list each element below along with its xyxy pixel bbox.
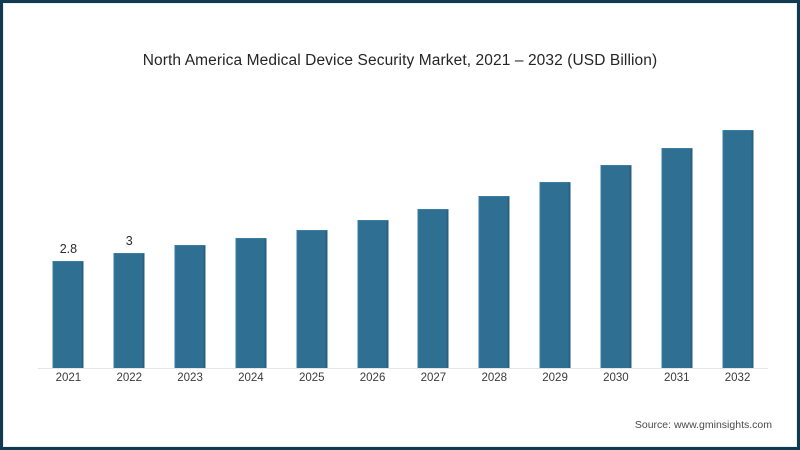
bar-value-label-2022: 3 (125, 234, 133, 248)
bar-edge-shade (629, 165, 632, 368)
bar-edge-shade (325, 231, 328, 368)
bar-2026[interactable] (357, 220, 389, 368)
bar-slot (160, 92, 221, 368)
bar-slot (586, 92, 647, 368)
x-tick-2032: 2032 (724, 372, 751, 384)
bars-layer: 2.8 3 (38, 92, 768, 368)
bar-slot (281, 92, 342, 368)
x-axis-line (38, 368, 768, 369)
bar-edge-shade (386, 221, 389, 368)
bar-edge-shade (446, 209, 449, 368)
x-tick-2024: 2024 (238, 372, 264, 384)
x-tick-2021: 2021 (55, 372, 82, 384)
bar-edge-shade (264, 238, 267, 368)
x-tick-2022: 2022 (116, 372, 143, 384)
bar-2027[interactable] (417, 208, 449, 368)
bar-2031[interactable] (661, 147, 693, 368)
x-tick-2023: 2023 (177, 372, 203, 384)
x-axis-tick-labels: 2021 2022 2023 2024 2025 2026 2027 2028 2029 2030… (38, 372, 768, 396)
bar-slot (464, 92, 525, 368)
bar-slot (342, 92, 403, 368)
bar-2021[interactable] (52, 260, 84, 368)
bar-slot (403, 92, 464, 368)
x-tick-2031: 2031 (663, 372, 690, 384)
chart-title: North America Medical Device Security Ma… (142, 52, 658, 69)
bar-slot (646, 92, 707, 368)
x-tick-2030: 2030 (603, 372, 629, 384)
bar-2023[interactable] (174, 245, 206, 368)
bar-value-label-2021: 2.8 (59, 241, 78, 256)
bar-2024[interactable] (235, 237, 267, 368)
x-tick-2027: 2027 (420, 372, 447, 384)
bar-slot: 2.8 (38, 92, 99, 368)
bar-edge-shade (751, 131, 754, 368)
bar-2025[interactable] (296, 230, 328, 368)
bar-edge-shade (203, 246, 206, 368)
bar-slot (221, 92, 282, 368)
bar-edge-shade (507, 196, 510, 368)
x-tick-2025: 2025 (298, 372, 325, 384)
x-tick-2029: 2029 (542, 372, 568, 384)
bar-edge-shade (568, 183, 571, 368)
x-tick-2028: 2028 (481, 372, 508, 384)
bar-slot: 3 (99, 92, 160, 368)
bar-2030[interactable] (600, 164, 632, 368)
bar-edge-shade (81, 261, 84, 368)
source-note: Source: www.gminsights.com (634, 419, 772, 431)
bar-edge-shade (142, 254, 145, 368)
bar-slot (525, 92, 586, 368)
x-tick-2026: 2026 (359, 372, 386, 384)
bar-2028[interactable] (478, 195, 510, 368)
bar-2032[interactable] (722, 130, 754, 368)
bar-2029[interactable] (539, 182, 571, 368)
bar-slot (707, 92, 768, 368)
bar-edge-shade (690, 148, 693, 368)
bar-2022[interactable] (113, 253, 145, 368)
